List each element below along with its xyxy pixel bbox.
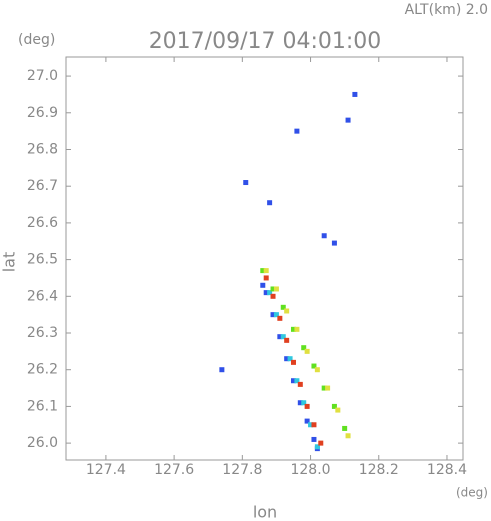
echo-point <box>345 433 351 439</box>
x-tick-label: 127.4 <box>86 462 126 478</box>
y-unit: (deg) <box>18 32 55 48</box>
echo-point <box>287 356 293 362</box>
echo-point <box>294 326 300 332</box>
echo-point <box>311 436 317 442</box>
y-tick-label: 26.0 <box>27 435 58 451</box>
y-tick-label: 26.6 <box>27 215 58 231</box>
echo-point <box>301 345 307 351</box>
echo-point <box>331 240 337 246</box>
x-tick-label: 127.8 <box>222 462 262 478</box>
echo-point <box>270 293 276 299</box>
echo-point <box>273 286 279 292</box>
echo-point <box>263 268 269 274</box>
echo-point <box>290 359 296 365</box>
echo-point <box>273 312 279 318</box>
x-tick-label: 128.4 <box>427 462 467 478</box>
echo-point <box>304 418 310 424</box>
echo-point <box>301 400 307 406</box>
echo-point <box>219 367 225 373</box>
echo-point <box>277 334 283 340</box>
echo-point <box>311 363 317 369</box>
echo-point <box>314 367 320 373</box>
y-tick-label: 26.8 <box>27 141 58 157</box>
echo-point <box>311 422 317 428</box>
echo-point <box>284 356 290 362</box>
echo-point <box>260 282 266 288</box>
x-tick-label: 127.6 <box>154 462 194 478</box>
echo-point <box>325 385 331 391</box>
echo-point <box>314 444 320 450</box>
echo-point <box>270 312 276 318</box>
echo-point <box>267 200 273 206</box>
y-tick-label: 26.5 <box>27 252 58 268</box>
x-axis-label: lon <box>253 503 277 521</box>
echo-point <box>284 308 290 314</box>
y-tick-label: 26.1 <box>27 398 58 414</box>
echo-point <box>243 180 249 186</box>
echo-point <box>280 304 286 310</box>
echo-point <box>345 117 351 123</box>
echo-point <box>304 348 310 354</box>
echo-point <box>294 128 300 134</box>
y-axis-label: lat <box>0 252 19 273</box>
echo-point <box>284 337 290 343</box>
y-tick-label: 27.0 <box>27 68 58 84</box>
y-tick-label: 26.9 <box>27 105 58 121</box>
echo-point <box>318 440 324 446</box>
echo-point <box>260 268 266 274</box>
plot-frame <box>65 56 464 461</box>
echo-point <box>352 91 358 97</box>
echo-point <box>308 422 314 428</box>
echo-point <box>263 290 269 296</box>
echo-point <box>270 286 276 292</box>
echo-point <box>280 334 286 340</box>
y-tick-label: 26.4 <box>27 288 58 304</box>
y-tick-label: 26.3 <box>27 325 58 341</box>
echo-point <box>267 290 273 296</box>
echo-point <box>297 381 303 387</box>
y-tick-label: 26.7 <box>27 178 58 194</box>
echo-point <box>331 403 337 409</box>
altitude-label: ALT(km) 2.0 <box>405 2 488 18</box>
echo-point <box>277 315 283 321</box>
echo-point <box>342 425 348 431</box>
y-tick-label: 26.2 <box>27 362 58 378</box>
chart-title: 2017/09/17 04:01:00 <box>149 29 382 54</box>
echo-point <box>335 407 341 413</box>
x-tick-label: 128.2 <box>359 462 399 478</box>
echo-point <box>321 233 327 239</box>
echo-point <box>321 385 327 391</box>
echo-point <box>294 378 300 384</box>
echo-point <box>290 378 296 384</box>
echo-point <box>290 326 296 332</box>
echo-point <box>297 400 303 406</box>
echo-point <box>263 275 269 281</box>
x-unit: (deg) <box>456 486 488 500</box>
echo-point <box>304 403 310 409</box>
x-tick-label: 128.0 <box>290 462 330 478</box>
